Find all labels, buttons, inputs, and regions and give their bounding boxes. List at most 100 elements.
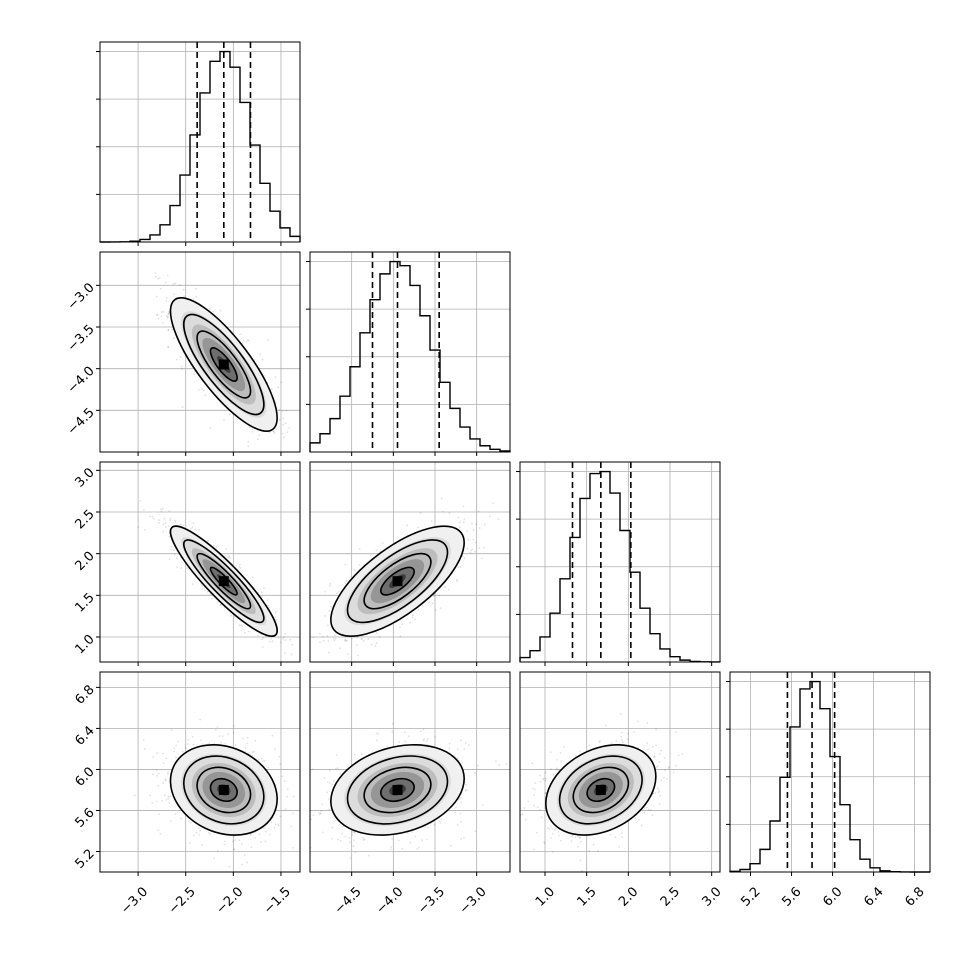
scatter-point <box>115 246 117 248</box>
scatter-point <box>227 556 230 559</box>
contour-3 <box>169 744 278 836</box>
scatter-point <box>409 621 412 624</box>
scatter-point <box>160 510 163 513</box>
scatter-point <box>173 747 176 749</box>
scatter-point <box>202 389 205 392</box>
scatter-point <box>660 749 663 752</box>
scatter-point <box>463 837 465 839</box>
scatter-point <box>460 796 462 799</box>
scatter-point <box>378 635 381 638</box>
scatter-point <box>324 590 327 593</box>
scatter-point <box>174 519 176 522</box>
scatter-point <box>457 516 460 519</box>
scatter-point <box>472 538 475 541</box>
scatter-point <box>427 827 429 829</box>
scatter-point <box>464 741 467 744</box>
scatter-point <box>246 861 249 864</box>
scatter-point <box>397 839 400 842</box>
scatter-point <box>166 274 169 277</box>
scatter-point <box>483 523 486 526</box>
scatter-point <box>478 547 481 550</box>
scatter-point <box>162 752 164 755</box>
scatter-point <box>180 567 183 569</box>
scatter-point <box>322 639 325 642</box>
scatter-point <box>447 588 450 591</box>
scatter-point <box>242 339 245 342</box>
scatter-point <box>433 823 436 826</box>
scatter-point <box>165 315 168 317</box>
scatter-point <box>270 637 273 640</box>
scatter-point <box>312 768 314 771</box>
scatter-point <box>261 596 263 599</box>
scatter-point <box>143 748 146 751</box>
scatter-point <box>290 653 293 656</box>
axes-frame-3-0 <box>99 671 301 873</box>
scatter-point <box>167 797 170 800</box>
contour-1 <box>196 330 252 399</box>
scatter-point <box>307 666 309 668</box>
scatter-point <box>223 418 225 421</box>
scatter-point <box>278 755 281 758</box>
scatter-point <box>274 376 277 379</box>
scatter-point <box>466 530 469 533</box>
scatter-point <box>157 277 159 280</box>
scatter-point <box>154 272 157 275</box>
scatter-point <box>179 523 182 526</box>
scatter-point <box>251 751 254 754</box>
scatter-point <box>335 767 337 770</box>
scatter-point <box>475 523 478 526</box>
scatter-point <box>263 826 265 829</box>
scatter-point <box>420 839 423 842</box>
scatter-point <box>167 328 170 331</box>
scatter-point <box>321 831 324 834</box>
scatter-point <box>308 811 310 813</box>
scatter-point <box>407 735 410 738</box>
scatter-point <box>462 521 465 524</box>
scatter-point <box>448 747 451 750</box>
panel-2-2 <box>516 461 721 666</box>
scatter-point <box>331 783 334 786</box>
scatter-point <box>246 339 249 342</box>
scatter-point <box>180 817 182 820</box>
scatter-point <box>152 517 155 520</box>
scatter-point <box>411 831 414 833</box>
scatter-point <box>195 287 198 290</box>
scatter-point <box>212 310 215 313</box>
scatter-point <box>362 839 365 842</box>
scatter-point <box>328 651 330 654</box>
scatter-point <box>274 612 277 614</box>
scatter-point <box>481 557 484 560</box>
scatter-point <box>265 830 267 833</box>
panel-2-0 <box>96 461 301 666</box>
scatter-point <box>277 386 280 389</box>
axes-frame-0-0 <box>99 41 301 243</box>
scatter-point <box>464 789 467 792</box>
scatter-point <box>162 782 165 785</box>
scatter-point <box>167 346 170 349</box>
scatter-point <box>165 757 168 760</box>
scatter-point <box>331 837 334 840</box>
scatter-point <box>441 510 444 513</box>
scatter-point <box>188 842 191 844</box>
scatter-point <box>275 610 278 613</box>
scatter-point <box>655 744 657 747</box>
scatter-point <box>620 731 623 734</box>
scatter-point <box>228 865 231 868</box>
scatter-point <box>539 780 542 783</box>
scatter-point <box>162 762 165 765</box>
scatter-point <box>271 734 274 737</box>
scatter-point <box>352 831 355 834</box>
contour-0 <box>209 566 238 596</box>
scatter-point <box>207 539 210 542</box>
scatter-point <box>243 631 246 634</box>
scatter-point <box>227 733 230 735</box>
scatter-point <box>375 739 378 742</box>
scatter-point <box>167 770 170 773</box>
density-peak <box>218 784 229 795</box>
scatter-point <box>320 810 323 812</box>
scatter-point <box>548 828 551 830</box>
scatter-point <box>247 339 250 342</box>
scatter-point <box>439 821 442 824</box>
scatter-point <box>174 521 177 524</box>
scatter-point <box>263 587 265 590</box>
